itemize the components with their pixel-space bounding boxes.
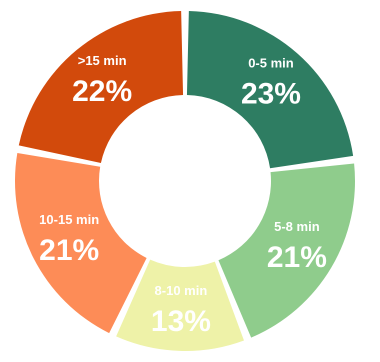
donut-slice-0	[186, 11, 354, 169]
donut-slice-3	[15, 152, 147, 334]
slice-category-label: 10-15 min	[39, 212, 99, 227]
slice-percent-label: 21%	[267, 241, 327, 274]
slice-percent-label: 22%	[72, 75, 132, 108]
slice-category-label: 5-8 min	[274, 219, 320, 234]
donut-slice-1	[218, 163, 355, 338]
donut-labels: 0-5 min 23% 5-8 min 21% 8-10 min 13% 10-15 min…	[39, 53, 327, 338]
slice-category-label: 0-5 min	[248, 55, 294, 70]
donut-segments	[15, 11, 355, 352]
donut-slice-2	[116, 259, 244, 352]
slice-percent-label: 23%	[241, 77, 301, 110]
slice-category-label: >15 min	[78, 53, 127, 68]
donut-slice-4	[18, 11, 184, 163]
slice-category-label: 8-10 min	[155, 283, 208, 298]
slice-percent-label: 13%	[151, 305, 211, 338]
slice-percent-label: 21%	[39, 234, 99, 267]
